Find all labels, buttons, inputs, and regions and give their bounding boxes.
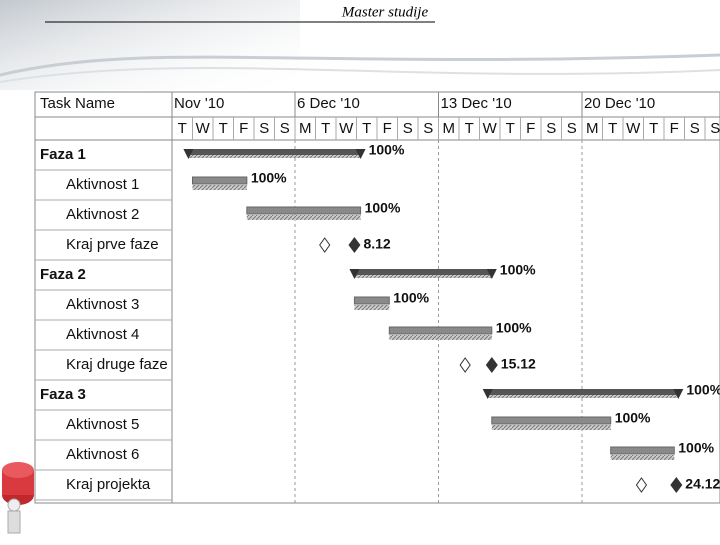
day-label: T [465, 120, 474, 137]
day-label: W [483, 120, 498, 137]
day-label: W [339, 120, 354, 137]
summary-progress [354, 275, 492, 278]
percent-label: 100% [393, 290, 429, 306]
summary-cap [349, 269, 360, 279]
day-label: F [670, 120, 679, 137]
day-label: T [649, 120, 658, 137]
milestone-label: 15.12 [501, 356, 536, 372]
day-label: F [526, 120, 535, 137]
day-label: T [362, 120, 371, 137]
corner-icon [2, 462, 34, 534]
task-name: Faza 1 [40, 146, 86, 163]
day-label: W [626, 120, 641, 137]
task-bar [491, 416, 612, 425]
day-label: T [321, 120, 330, 137]
day-label: F [383, 120, 392, 137]
summary-cap [355, 149, 366, 159]
summary-cap [673, 389, 684, 399]
task-name: Aktivnost 4 [66, 326, 139, 343]
task-name: Kraj prve faze [66, 236, 159, 253]
task-name: Kraj druge faze [66, 356, 168, 373]
task-bar [610, 446, 675, 455]
task-name: Aktivnost 3 [66, 296, 139, 313]
summary-bar [487, 389, 679, 395]
percent-label: 100% [251, 170, 287, 186]
week-label: 20 Dec '10 [584, 95, 655, 112]
percent-label: 100% [365, 200, 401, 216]
task-name: Kraj projekta [66, 476, 151, 493]
swoosh [0, 67, 720, 83]
task-baseline [192, 185, 247, 190]
task-name: Aktivnost 2 [66, 206, 139, 223]
summary-cap [183, 149, 194, 159]
milestone-label: 8.12 [363, 236, 390, 252]
percent-label: 100% [500, 262, 536, 278]
task-name: Aktivnost 5 [66, 416, 139, 433]
percent-label: 100% [686, 382, 720, 398]
week-label: Nov '10 [174, 95, 224, 112]
task-bar [246, 206, 362, 215]
summary-bar [354, 269, 492, 275]
task-baseline [610, 455, 675, 460]
day-label: S [403, 120, 413, 137]
milestone [348, 237, 361, 253]
title: Master studije [341, 4, 429, 20]
week-label: 6 Dec '10 [297, 95, 360, 112]
task-bar [388, 326, 493, 335]
percent-label: 100% [496, 320, 532, 336]
day-label: S [710, 120, 720, 137]
summary-cap [486, 269, 497, 279]
task-name: Aktivnost 6 [66, 446, 139, 463]
swoosh [0, 53, 720, 77]
task-baseline [389, 335, 492, 340]
summary-progress [188, 155, 361, 158]
baseline-milestone [635, 477, 648, 493]
day-label: S [690, 120, 700, 137]
summary-bar [188, 149, 361, 155]
day-label: M [299, 120, 312, 137]
day-label: M [443, 120, 456, 137]
week-label: 13 Dec '10 [441, 95, 512, 112]
column-header: Task Name [40, 95, 115, 112]
task-bar [192, 176, 248, 185]
baseline-milestone [459, 357, 471, 373]
task-name: Aktivnost 1 [66, 176, 139, 193]
day-label: M [586, 120, 599, 137]
day-label: S [423, 120, 433, 137]
day-label: S [259, 120, 269, 137]
day-label: T [506, 120, 515, 137]
summary-progress [487, 395, 679, 398]
task-baseline [354, 305, 390, 310]
day-label: S [567, 120, 577, 137]
milestone [670, 477, 683, 493]
day-label: T [178, 120, 187, 137]
milestone [485, 357, 498, 373]
task-name: Faza 2 [40, 266, 86, 283]
percent-label: 100% [678, 440, 714, 456]
task-name: Faza 3 [40, 386, 86, 403]
task-baseline [246, 215, 361, 220]
day-label: S [546, 120, 556, 137]
day-label: T [219, 120, 228, 137]
task-baseline [491, 425, 611, 430]
percent-label: 100% [615, 410, 651, 426]
percent-label: 100% [369, 142, 405, 158]
milestone-label: 24.12 [685, 476, 720, 492]
baseline-milestone [319, 237, 331, 253]
day-label: T [608, 120, 617, 137]
task-bar [353, 296, 390, 305]
summary-cap [482, 389, 493, 399]
day-label: S [280, 120, 290, 137]
day-label: F [239, 120, 248, 137]
day-label: W [196, 120, 211, 137]
